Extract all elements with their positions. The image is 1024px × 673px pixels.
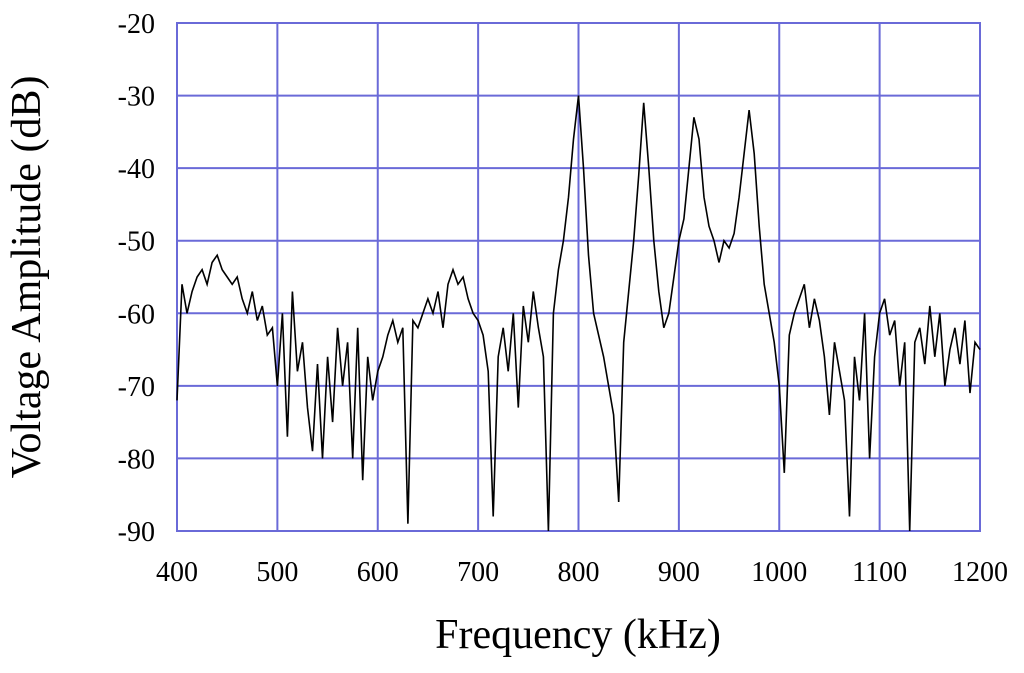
y-tick-label: -80 xyxy=(118,444,155,475)
x-tick-label: 1000 xyxy=(751,557,807,588)
x-tick-label: 400 xyxy=(156,557,198,588)
y-tick-label: -60 xyxy=(118,299,155,330)
x-tick-label: 500 xyxy=(256,557,298,588)
y-tick-label: -20 xyxy=(118,9,155,40)
y-tick-label: -40 xyxy=(118,154,155,185)
x-tick-label: 800 xyxy=(558,557,600,588)
x-tick-label: 1100 xyxy=(852,557,907,588)
x-tick-label: 900 xyxy=(658,557,700,588)
x-axis-label: Frequency (kHz) xyxy=(435,612,721,658)
y-axis-label: Voltage Amplitude (dB) xyxy=(4,76,50,479)
y-tick-label: -70 xyxy=(118,372,155,403)
plot-frame xyxy=(176,22,981,532)
x-tick-label: 600 xyxy=(357,557,399,588)
y-tick-label: -90 xyxy=(118,517,155,548)
data-line xyxy=(176,95,981,532)
y-tick-label: -50 xyxy=(118,227,155,258)
y-tick-label: -30 xyxy=(118,82,155,113)
x-tick-label: 1200 xyxy=(952,557,1008,588)
x-tick-label: 700 xyxy=(457,557,499,588)
